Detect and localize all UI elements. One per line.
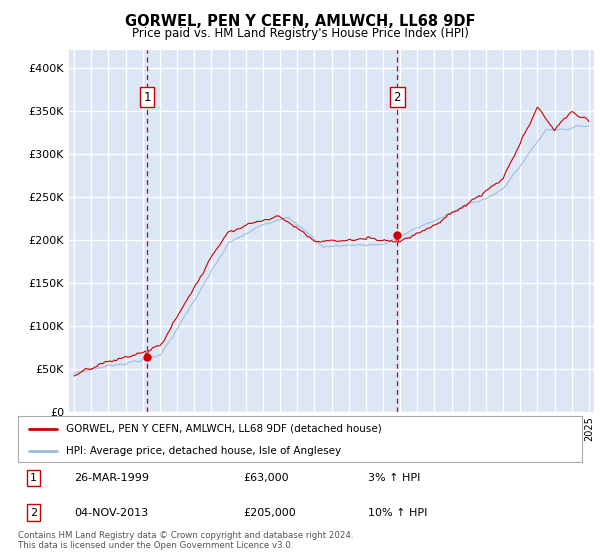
Text: £63,000: £63,000 bbox=[244, 473, 289, 483]
Text: 3% ↑ HPI: 3% ↑ HPI bbox=[368, 473, 420, 483]
Text: Price paid vs. HM Land Registry's House Price Index (HPI): Price paid vs. HM Land Registry's House … bbox=[131, 27, 469, 40]
Text: 1: 1 bbox=[143, 91, 151, 104]
Text: HPI: Average price, detached house, Isle of Anglesey: HPI: Average price, detached house, Isle… bbox=[66, 446, 341, 455]
Text: 1: 1 bbox=[30, 473, 37, 483]
Text: 2: 2 bbox=[30, 507, 37, 517]
Text: GORWEL, PEN Y CEFN, AMLWCH, LL68 9DF: GORWEL, PEN Y CEFN, AMLWCH, LL68 9DF bbox=[125, 14, 475, 29]
Text: 10% ↑ HPI: 10% ↑ HPI bbox=[368, 507, 427, 517]
Text: GORWEL, PEN Y CEFN, AMLWCH, LL68 9DF (detached house): GORWEL, PEN Y CEFN, AMLWCH, LL68 9DF (de… bbox=[66, 424, 382, 434]
Text: 2: 2 bbox=[394, 91, 401, 104]
Text: 04-NOV-2013: 04-NOV-2013 bbox=[74, 507, 149, 517]
Text: Contains HM Land Registry data © Crown copyright and database right 2024.
This d: Contains HM Land Registry data © Crown c… bbox=[18, 531, 353, 550]
Text: 26-MAR-1999: 26-MAR-1999 bbox=[74, 473, 149, 483]
Text: £205,000: £205,000 bbox=[244, 507, 296, 517]
